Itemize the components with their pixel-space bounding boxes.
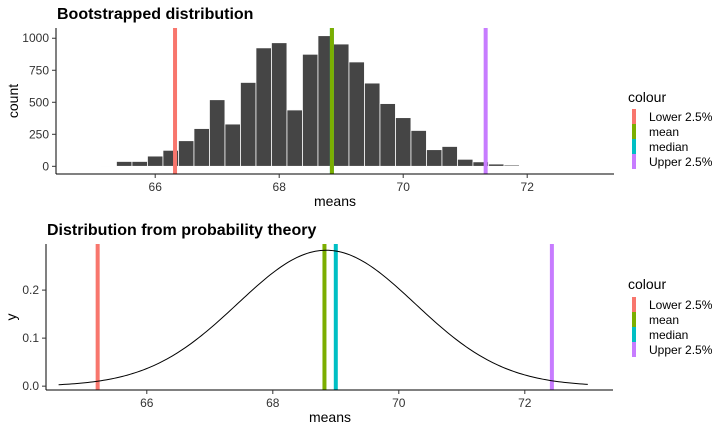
y-tick-label: 0.1 [22, 331, 39, 345]
reference-lines [95, 244, 554, 390]
x-tick-label: 72 [518, 396, 532, 410]
histogram-bar [116, 161, 133, 167]
histogram-bar [333, 43, 350, 167]
legend-key-median [632, 139, 636, 154]
histogram-bar [240, 82, 257, 167]
histogram-bar [395, 117, 412, 167]
histogram-bar [519, 165, 536, 167]
y-axis-label: y [3, 314, 19, 321]
legend-label-lower-2-5: Lower 2.5% [649, 298, 713, 312]
histogram-bar [69, 165, 86, 167]
chart-title-bootstrapped: Bootstrapped distribution [57, 6, 253, 23]
histogram-bar [426, 149, 443, 167]
histogram-bar [488, 163, 505, 167]
histogram-bar [441, 146, 458, 167]
legend-title: colour [628, 89, 666, 105]
y-axis-ticks: 0.0 0.1 0.2 [22, 283, 46, 393]
legend-label-median: median [649, 140, 688, 154]
x-tick-label: 68 [266, 396, 280, 410]
y-axis-ticks: 0 250 500 750 1000 [22, 31, 56, 173]
y-tick-label: 750 [29, 63, 49, 77]
x-tick-label: 72 [521, 180, 535, 194]
x-axis-label: means [309, 409, 351, 425]
chart-title-probability: Distribution from probability theory [47, 222, 316, 239]
histogram-bar [379, 103, 396, 167]
legend-label-upper-2-5: Upper 2.5% [649, 155, 713, 169]
legend-title: colour [628, 276, 666, 292]
x-tick-label: 70 [392, 396, 406, 410]
y-tick-label: 1000 [22, 31, 49, 45]
histogram-bar [147, 155, 164, 167]
legend-label-mean: mean [649, 125, 679, 139]
histogram-bar [503, 164, 520, 167]
density-curve [58, 249, 588, 386]
histogram-bar [100, 165, 117, 167]
panel-probability-theory: Distribution from probability theory 66 6… [3, 222, 713, 425]
histogram-bar [364, 82, 381, 167]
panel-bootstrapped: Bootstrapped distribution 66 68 70 72 0 250 5… [5, 6, 713, 209]
legend-key-upper-2-5 [632, 342, 636, 357]
histogram-bar [255, 47, 272, 167]
histogram-bar [286, 109, 303, 167]
legend-label-median: median [649, 328, 688, 342]
y-tick-label: 500 [29, 95, 49, 109]
legend-key-median [632, 327, 636, 342]
x-tick-label: 68 [273, 180, 287, 194]
legend-key-mean [632, 312, 636, 327]
legend-key-lower-2-5 [632, 297, 636, 312]
legend-key-mean [632, 124, 636, 139]
histogram-bar [457, 158, 474, 167]
histogram-bar [348, 61, 365, 167]
legend-key-lower-2-5 [632, 109, 636, 124]
legend-label-lower-2-5: Lower 2.5% [649, 110, 713, 124]
y-tick-label: 0.0 [22, 379, 39, 393]
histogram-bar [302, 53, 319, 167]
y-tick-label: 0 [42, 159, 49, 173]
histogram-bar [193, 128, 210, 167]
histogram-bar [178, 140, 195, 167]
x-axis-label: means [314, 193, 356, 209]
x-tick-label: 70 [397, 180, 411, 194]
legend-key-upper-2-5 [632, 154, 636, 169]
histogram-bars [69, 35, 536, 167]
x-axis-ticks: 66 68 70 72 [149, 174, 535, 194]
histogram-bar [131, 161, 148, 167]
histogram-bar [209, 99, 226, 167]
y-tick-label: 0.2 [22, 283, 39, 297]
x-tick-label: 66 [140, 396, 154, 410]
legend-label-upper-2-5: Upper 2.5% [649, 343, 713, 357]
histogram-bar [85, 165, 102, 167]
legend-label-mean: mean [649, 313, 679, 327]
x-axis-ticks: 66 68 70 72 [140, 390, 532, 410]
histogram-bar [224, 123, 241, 167]
histogram-bar [410, 130, 427, 167]
y-tick-label: 250 [29, 127, 49, 141]
histogram-bar [271, 42, 288, 167]
x-tick-label: 66 [149, 180, 163, 194]
y-axis-label: count [5, 84, 21, 118]
reference-lines [173, 28, 488, 174]
